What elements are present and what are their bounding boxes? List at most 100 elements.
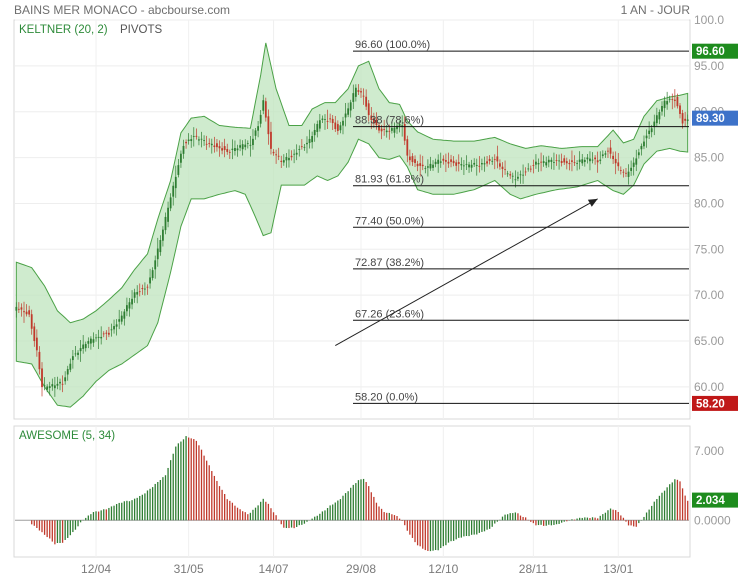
candle xyxy=(529,165,532,173)
candle-body xyxy=(622,171,625,173)
candle xyxy=(442,155,445,165)
candle xyxy=(185,139,187,149)
candle xyxy=(218,140,221,157)
candle-body xyxy=(298,149,301,150)
candle xyxy=(553,152,555,170)
candle-body xyxy=(457,162,460,164)
candle xyxy=(637,148,640,159)
awesome-tag-box xyxy=(692,492,738,508)
candle-body xyxy=(30,314,33,329)
candle xyxy=(676,93,679,109)
candle xyxy=(239,139,241,152)
candle-body xyxy=(406,139,409,156)
candle xyxy=(475,158,478,176)
candle-body xyxy=(192,135,195,137)
x-tick-label: 31/05 xyxy=(174,562,204,576)
candle xyxy=(645,129,648,148)
candle-body xyxy=(532,165,535,167)
candle-body xyxy=(491,160,494,162)
candle xyxy=(300,139,303,150)
candle xyxy=(234,140,236,156)
candle-body xyxy=(596,160,599,163)
candle-body xyxy=(223,146,226,151)
price-y-axis: 60.0065.0070.0075.0080.0085.0090.0095.00… xyxy=(694,13,724,394)
candle-body xyxy=(257,126,260,131)
candle xyxy=(69,358,72,373)
x-axis: 12/04 31/05 14/07 29/08 12/10 28/11 13/01 xyxy=(81,562,634,576)
candle xyxy=(414,155,416,168)
candle-body xyxy=(277,155,280,157)
candle-body xyxy=(370,115,373,120)
candle xyxy=(141,284,144,295)
candle-body xyxy=(241,144,244,150)
candle-body xyxy=(565,161,568,164)
candle xyxy=(635,149,638,172)
candle xyxy=(486,156,488,167)
candle-body xyxy=(388,130,391,132)
candle xyxy=(295,144,298,161)
candle xyxy=(614,151,617,175)
pivots-legend[interactable]: PIVOTS xyxy=(120,24,163,36)
candle xyxy=(100,326,103,345)
candle xyxy=(573,155,576,166)
candle-body xyxy=(146,286,149,288)
candle xyxy=(499,159,501,170)
candle xyxy=(288,149,290,168)
candle-body xyxy=(514,179,517,181)
period-label[interactable]: 1 AN - JOUR xyxy=(621,3,691,17)
price-ytick-label: 95.00 xyxy=(694,59,724,73)
candle xyxy=(655,107,658,127)
candle-body xyxy=(393,127,396,133)
candle xyxy=(367,99,370,122)
candle xyxy=(254,127,257,140)
candle xyxy=(671,93,674,110)
price-ytick-label: 70.00 xyxy=(694,288,724,302)
candle xyxy=(131,290,133,310)
candle-body xyxy=(339,125,342,131)
candle-body xyxy=(589,158,591,162)
candle xyxy=(107,326,110,338)
candle xyxy=(663,96,666,117)
keltner-legend[interactable]: KELTNER (20, 2) xyxy=(19,24,108,36)
candle xyxy=(15,302,18,318)
candle xyxy=(378,122,380,134)
candle-body xyxy=(349,102,352,111)
candle xyxy=(223,138,226,158)
candle-body xyxy=(64,377,67,382)
candle-body xyxy=(95,337,97,339)
candle xyxy=(84,341,87,352)
candle-body xyxy=(527,168,530,170)
candle-body xyxy=(576,163,578,165)
candle-body xyxy=(483,163,486,165)
candle xyxy=(545,156,548,168)
candle xyxy=(331,115,334,131)
candle xyxy=(385,125,388,138)
candle xyxy=(120,311,123,325)
candle-body xyxy=(357,90,360,92)
candle xyxy=(226,143,229,155)
candle xyxy=(277,147,280,161)
awesome-legend[interactable]: AWESOME (5, 34) xyxy=(19,430,115,442)
candle-body xyxy=(321,118,324,120)
x-tick-label: 28/11 xyxy=(519,562,548,576)
candle xyxy=(262,94,265,115)
candle-body xyxy=(437,159,440,164)
candle xyxy=(607,147,609,158)
candle-body xyxy=(429,163,432,169)
candle xyxy=(154,255,157,279)
candle xyxy=(594,155,597,165)
candle-body xyxy=(632,162,635,167)
candle-body xyxy=(568,162,571,165)
candle xyxy=(228,149,231,159)
candle-body xyxy=(123,311,126,319)
candle xyxy=(110,323,113,337)
candle-body xyxy=(102,333,105,335)
candle-body xyxy=(133,292,136,298)
candle-body xyxy=(205,143,208,145)
candle xyxy=(370,107,373,130)
candle-body xyxy=(496,156,499,162)
candle xyxy=(421,155,424,171)
candle xyxy=(625,167,627,177)
candle xyxy=(113,319,115,334)
